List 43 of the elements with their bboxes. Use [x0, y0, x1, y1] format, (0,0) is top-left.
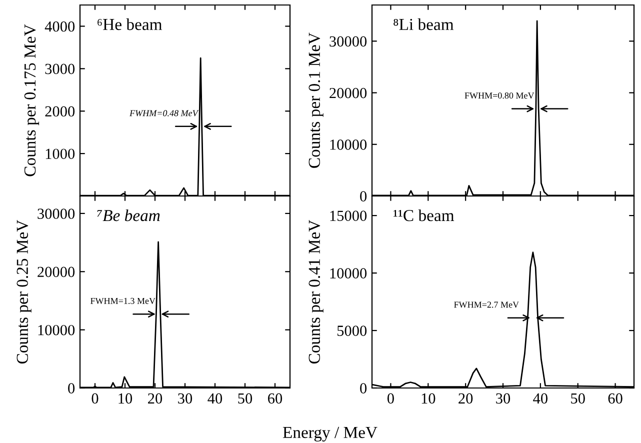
annotation: FWHM=2.7 MeV: [454, 302, 519, 308]
x-tick-label: 40: [208, 393, 222, 404]
y-tick-label: 30000: [330, 36, 367, 47]
x-tick-label: 60: [608, 393, 622, 404]
x-tick-label: 30: [178, 393, 192, 404]
x-tick-label: 10: [118, 393, 132, 404]
x-tick-label: 10: [422, 393, 436, 404]
x-tick-label: 50: [238, 393, 252, 404]
y-tick-label: 3000: [45, 64, 75, 74]
text: ⁸Li beam: [394, 18, 454, 30]
x-tick-label: 20: [458, 393, 473, 404]
y-tick-label: 30000: [38, 208, 75, 219]
y-axis-title: Counts per 0.41 MeV: [308, 220, 324, 364]
x-tick-label: 50: [571, 393, 585, 404]
x-tick-label: 60: [268, 393, 282, 404]
y-tick-label: 0: [360, 383, 367, 394]
y-tick-label: 4000: [44, 21, 75, 32]
x-tick-label: 0: [387, 393, 394, 404]
x-tick-label: 40: [533, 393, 548, 404]
text: ¹¹C beam: [393, 209, 454, 222]
y-axis-title: Counts per 0.25 MeV: [16, 220, 32, 364]
annotation: FWHM=0.80 MeV: [464, 92, 534, 99]
text: ⁷Be beam: [97, 209, 160, 222]
y-tick-label: 10000: [38, 324, 75, 336]
y-axis-title: Counts per 0.175 MeV: [24, 24, 40, 176]
y-tick-label: 1000: [46, 148, 75, 160]
x-tick-label: 30: [496, 393, 510, 404]
x-axis-title: Energy / MeV: [282, 426, 378, 442]
y-tick-label: 0: [360, 191, 367, 202]
y-tick-label: 20000: [330, 88, 367, 98]
annotation: FWHM=0.48 MeV: [130, 110, 199, 116]
text: ⁶He beam: [98, 18, 162, 30]
y-tick-label: 2000: [45, 106, 75, 117]
y-tick-label: 15000: [330, 210, 367, 221]
y-tick-label: 5000: [337, 326, 367, 336]
y-axis-title: Counts per 0.1 MeV: [308, 32, 324, 168]
annotation: FWHM=1.3 MeV: [90, 298, 156, 304]
x-tick-label: 20: [148, 393, 162, 404]
y-tick-label: 10000: [330, 140, 367, 150]
y-tick-label: 10000: [330, 268, 367, 278]
y-tick-label: 20000: [38, 266, 75, 278]
x-tick-label: 0: [92, 393, 98, 404]
y-tick-label: 0: [68, 383, 75, 394]
